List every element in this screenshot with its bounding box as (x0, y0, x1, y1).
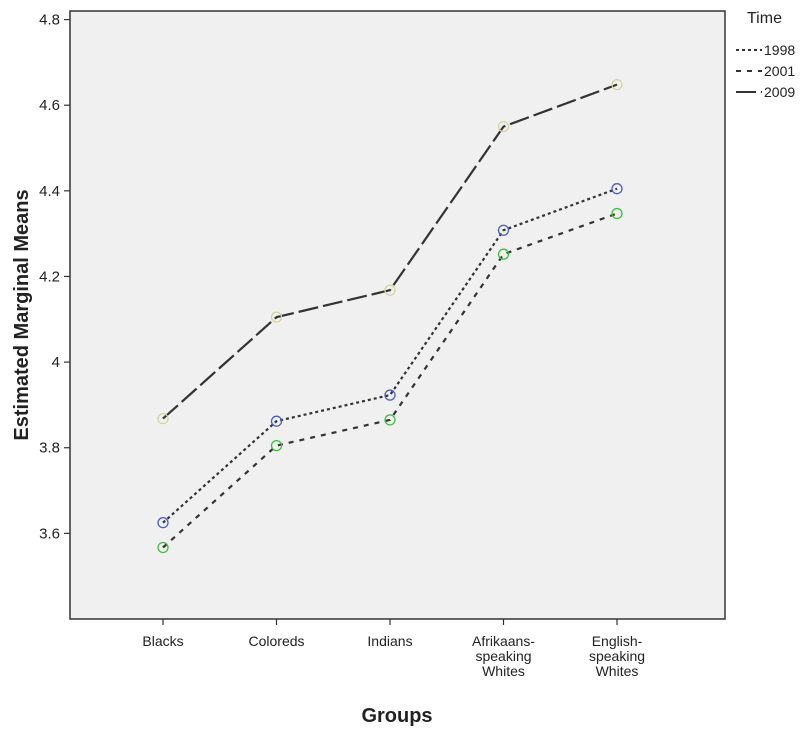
x-category-label: English-speaking Whites (589, 633, 645, 679)
x-category-label: Blacks (142, 633, 183, 649)
series-layer (157, 78, 623, 554)
data-point (157, 412, 169, 425)
data-point (270, 311, 283, 323)
data-point (384, 284, 396, 296)
series-1998 (157, 183, 623, 529)
data-point (157, 541, 169, 554)
data-point (611, 183, 623, 195)
data-point (384, 414, 396, 426)
data-point (157, 517, 169, 529)
y-tick-label: 4.6 (39, 97, 60, 114)
data-point (611, 207, 623, 220)
y-tick-label: 4 (52, 354, 60, 371)
series-line (162, 83, 618, 420)
y-tick-label: 4.4 (39, 183, 60, 200)
series-2001 (157, 207, 623, 554)
y-tick-label: 3.6 (39, 525, 60, 542)
y-tick-label: 4.8 (39, 12, 60, 29)
x-category-label: Afrikaans-speaking Whites (472, 633, 535, 679)
data-point (384, 389, 396, 401)
plot-area (69, 10, 726, 620)
x-axis-title: Groups (361, 705, 432, 727)
x-category-label: Coloreds (248, 633, 304, 649)
legend-title: Time (747, 10, 782, 27)
x-axis: Blacks Coloreds Indians Afrikaans-speaking W… (142, 619, 645, 679)
y-tick-label: 3.8 (39, 440, 60, 457)
legend: Time 1998 2001 2009 (736, 10, 795, 100)
data-point (497, 248, 510, 260)
y-axis-title: Estimated Marginal Means (11, 189, 33, 440)
series-line (162, 212, 618, 549)
y-axis: 3.6 3.8 4 4.2 4.4 4.6 4.8 (39, 12, 70, 542)
data-point (270, 439, 283, 452)
data-point (270, 415, 283, 427)
legend-label: 1998 (764, 42, 795, 58)
data-point (611, 78, 623, 91)
x-category-label: Indians (367, 633, 412, 649)
data-point (497, 120, 510, 133)
series-2009 (157, 78, 623, 425)
legend-label: 2009 (764, 84, 795, 100)
data-point (497, 224, 510, 236)
legend-label: 2001 (764, 63, 795, 79)
y-tick-label: 4.2 (39, 268, 60, 285)
